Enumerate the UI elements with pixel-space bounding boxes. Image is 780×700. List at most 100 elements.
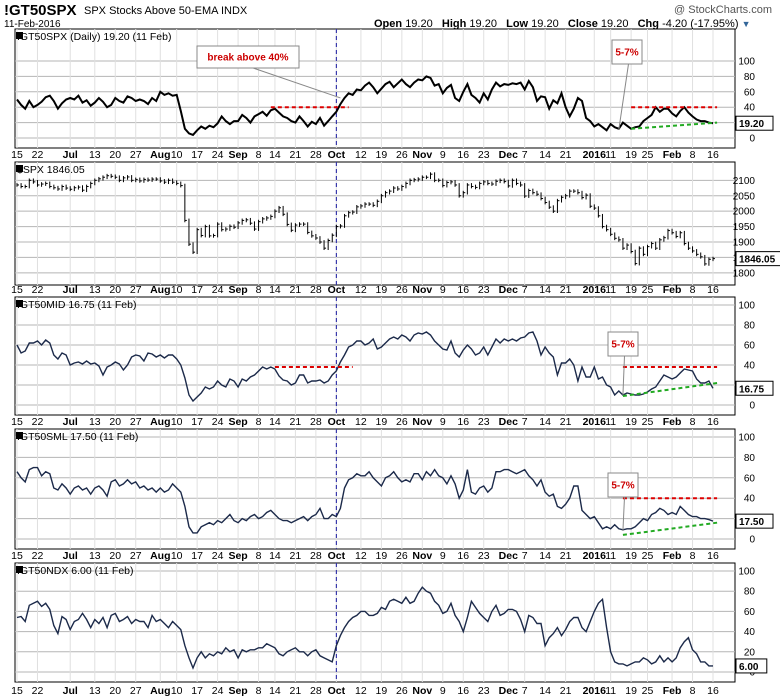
- x-tick-label: 7: [522, 149, 528, 161]
- x-tick-label: 16: [707, 685, 719, 697]
- callout-box: [607, 472, 639, 498]
- x-tick-label: 14: [539, 685, 551, 697]
- last-value-box: [735, 513, 774, 529]
- x-tick-label: 21: [290, 284, 302, 296]
- x-tick-label: 8: [256, 149, 262, 161]
- panel-frame: [14, 562, 736, 683]
- low-value: 19.20: [531, 18, 559, 30]
- x-tick-label: 14: [269, 284, 281, 296]
- x-tick-label: 9: [440, 284, 446, 296]
- x-tick-label: 23: [478, 284, 490, 296]
- x-tick-label: 28: [310, 149, 322, 161]
- high-value: 19.20: [469, 18, 497, 30]
- x-tick-label: Nov: [412, 149, 432, 161]
- x-tick-label: 20: [109, 685, 121, 697]
- x-tick-label: 10: [171, 416, 183, 428]
- x-tick-label: 11: [605, 550, 616, 562]
- x-tick-label: 23: [478, 149, 490, 161]
- quote-bar: Open 19.20 High 19.20 Low 19.20 Close 19…: [374, 18, 751, 30]
- x-tick-label: 26: [396, 550, 408, 562]
- x-tick-label: Sep: [228, 685, 247, 697]
- x-tick-label: 8: [690, 416, 696, 428]
- x-tick-label: 8: [256, 685, 262, 697]
- chart-date: 11-Feb-2016: [4, 19, 61, 30]
- x-tick-label: 16: [707, 416, 719, 428]
- stockcharts-watermark: @ StockCharts.com: [674, 4, 772, 16]
- x-tick-label: 27: [130, 284, 142, 296]
- y-tick-label: 60: [744, 607, 756, 618]
- series-line: [16, 466, 714, 534]
- panel-title-swatch: [16, 566, 23, 573]
- x-tick-label: 14: [539, 284, 551, 296]
- x-tick-label: 21: [290, 550, 302, 562]
- y-tick-label: 60: [744, 87, 756, 98]
- x-tick-label: 7: [522, 685, 528, 697]
- x-tick-label: 12: [355, 416, 367, 428]
- y-tick-label: 100: [738, 301, 755, 312]
- x-tick-label: 21: [560, 416, 572, 428]
- x-tick-label: 13: [89, 149, 101, 161]
- x-tick-label: Oct: [328, 284, 346, 296]
- y-tick-label: 40: [744, 627, 756, 638]
- chevron-down-icon[interactable]: ▼: [741, 19, 751, 29]
- x-tick-label: 27: [130, 685, 142, 697]
- x-tick-label: Jul: [63, 149, 78, 161]
- x-tick-label: 20: [109, 149, 121, 161]
- trendline-green: [622, 521, 718, 536]
- x-tick-label: Aug: [150, 685, 170, 697]
- x-tick-label: 16: [457, 550, 469, 562]
- x-tick-label: 27: [130, 550, 142, 562]
- x-tick-label: 14: [539, 550, 551, 562]
- x-tick-label: 11: [605, 149, 616, 161]
- x-tick-label: 10: [171, 550, 183, 562]
- close-value: 19.20: [600, 18, 629, 30]
- x-tick-label: Aug: [150, 550, 170, 562]
- trendline-green: [622, 382, 718, 397]
- x-tick-label: Jul: [63, 550, 78, 562]
- x-tick-label: 8: [256, 550, 262, 562]
- x-tick-label: 15: [11, 149, 23, 161]
- x-tick-label: 12: [355, 550, 367, 562]
- x-tick-label: 13: [89, 284, 101, 296]
- x-tick-label: 2016: [583, 685, 607, 697]
- x-tick-label: 20: [109, 550, 121, 562]
- last-value-box: [735, 115, 774, 131]
- x-tick-label: 9: [440, 685, 446, 697]
- x-tick-label: Feb: [663, 149, 682, 161]
- x-tick-label: Dec: [499, 550, 518, 562]
- x-tick-label: 14: [269, 149, 281, 161]
- last-value-label: 6.00: [739, 662, 759, 673]
- series-line: [16, 75, 714, 137]
- x-tick-label: Feb: [663, 416, 682, 428]
- series-line: [16, 331, 714, 403]
- x-tick-label: 14: [269, 685, 281, 697]
- x-tick-label: 22: [32, 284, 44, 296]
- callout-box: [607, 331, 639, 357]
- x-tick-label: 19: [625, 284, 637, 296]
- x-tick-label: 25: [642, 284, 654, 296]
- x-tick-label: 8: [690, 149, 696, 161]
- y-tick-label: 40: [744, 494, 756, 505]
- callout-label: break above 40%: [207, 53, 288, 64]
- x-tick-label: Aug: [150, 416, 170, 428]
- x-tick-label: Oct: [328, 416, 346, 428]
- x-tick-label: 15: [11, 416, 23, 428]
- x-tick-label: 10: [171, 284, 183, 296]
- x-tick-label: 13: [89, 550, 101, 562]
- panel-title: !GT50SPX (Daily) 19.20 (11 Feb): [17, 31, 171, 43]
- open-value: 19.20: [405, 18, 433, 30]
- x-tick-label: 27: [130, 416, 142, 428]
- last-value-label: 17.50: [739, 517, 764, 528]
- x-tick-label: 16: [457, 416, 469, 428]
- x-tick-label: 26: [396, 149, 408, 161]
- callout-box: [196, 45, 300, 69]
- panel-title-swatch: [16, 300, 23, 307]
- x-tick-label: 28: [310, 550, 322, 562]
- x-tick-label: 26: [396, 416, 408, 428]
- x-tick-label: 21: [560, 284, 572, 296]
- x-tick-label: Aug: [150, 284, 170, 296]
- x-tick-label: 16: [707, 149, 719, 161]
- x-tick-label: 21: [290, 685, 302, 697]
- callout-pointer: [622, 355, 625, 396]
- x-tick-label: 26: [396, 284, 408, 296]
